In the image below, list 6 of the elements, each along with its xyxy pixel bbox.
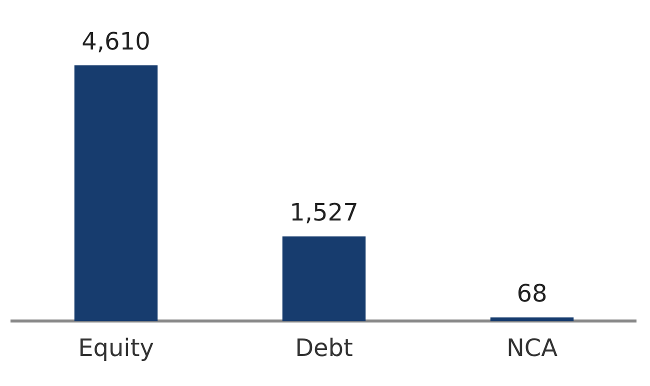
data-label: 4,610 — [82, 28, 150, 56]
x-tick-label: Equity — [78, 334, 154, 362]
x-tick-label: NCA — [506, 334, 558, 362]
x-tick-label: Debt — [295, 334, 353, 362]
data-label: 68 — [516, 280, 548, 308]
data-label: 1,527 — [290, 198, 358, 227]
